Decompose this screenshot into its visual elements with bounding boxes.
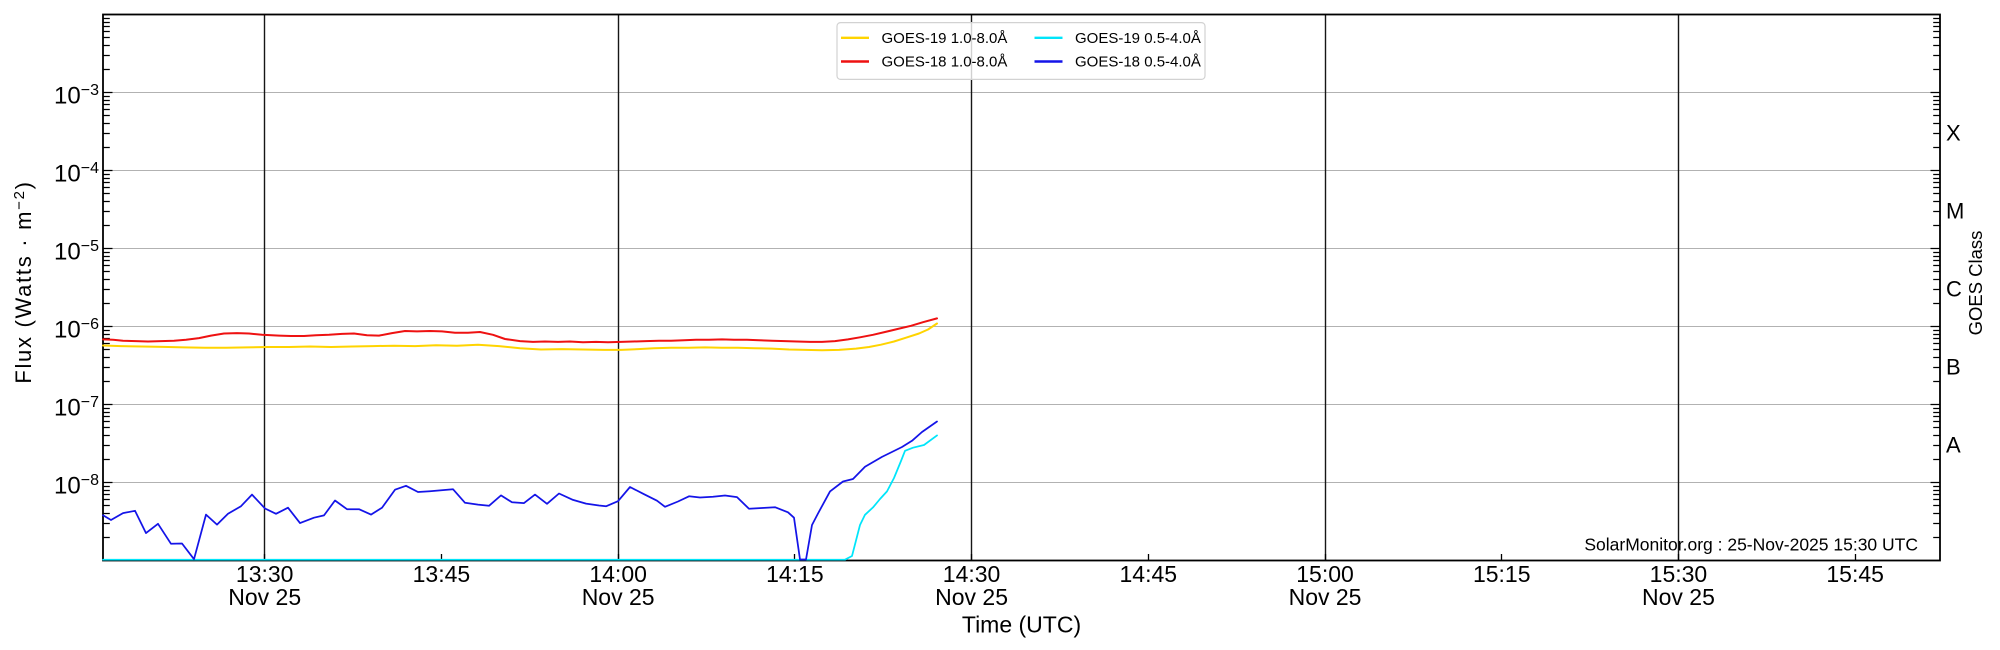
svg-text:X: X <box>1946 121 1961 146</box>
svg-text:C: C <box>1946 277 1962 302</box>
svg-text:Nov 25: Nov 25 <box>1289 584 1362 610</box>
svg-text:GOES-19 1.0-8.0Å: GOES-19 1.0-8.0Å <box>882 30 1008 47</box>
svg-text:SolarMonitor.org : 25-Nov-2025: SolarMonitor.org : 25-Nov-2025 15:30 UTC <box>1584 535 1918 555</box>
svg-text:A: A <box>1946 433 1961 458</box>
svg-text:GOES-18 0.5-4.0Å: GOES-18 0.5-4.0Å <box>1075 54 1201 71</box>
svg-text:14:45: 14:45 <box>1120 561 1178 587</box>
svg-text:Time (UTC): Time (UTC) <box>962 612 1081 638</box>
svg-text:M: M <box>1946 199 1964 224</box>
svg-text:13:45: 13:45 <box>413 561 471 587</box>
svg-text:Nov 25: Nov 25 <box>582 584 655 610</box>
svg-text:10−7: 10−7 <box>54 394 99 422</box>
svg-text:14:15: 14:15 <box>766 561 824 587</box>
svg-text:GOES Class: GOES Class <box>1965 231 1986 336</box>
svg-text:15:00: 15:00 <box>1296 561 1354 587</box>
svg-text:14:30: 14:30 <box>943 561 1001 587</box>
svg-text:GOES-18 1.0-8.0Å: GOES-18 1.0-8.0Å <box>882 54 1008 71</box>
svg-text:14:00: 14:00 <box>589 561 647 587</box>
svg-text:Nov 25: Nov 25 <box>1642 584 1715 610</box>
svg-text:10−3: 10−3 <box>54 82 99 110</box>
svg-text:Nov 25: Nov 25 <box>228 584 301 610</box>
svg-text:B: B <box>1946 355 1961 380</box>
svg-text:Nov 25: Nov 25 <box>935 584 1008 610</box>
svg-text:15:45: 15:45 <box>1826 561 1884 587</box>
svg-text:15:30: 15:30 <box>1650 561 1708 587</box>
svg-text:13:30: 13:30 <box>236 561 294 587</box>
svg-text:GOES-19 0.5-4.0Å: GOES-19 0.5-4.0Å <box>1075 30 1201 47</box>
svg-text:Flux (Watts · m−2): Flux (Watts · m−2) <box>11 180 36 383</box>
svg-text:15:15: 15:15 <box>1473 561 1531 587</box>
